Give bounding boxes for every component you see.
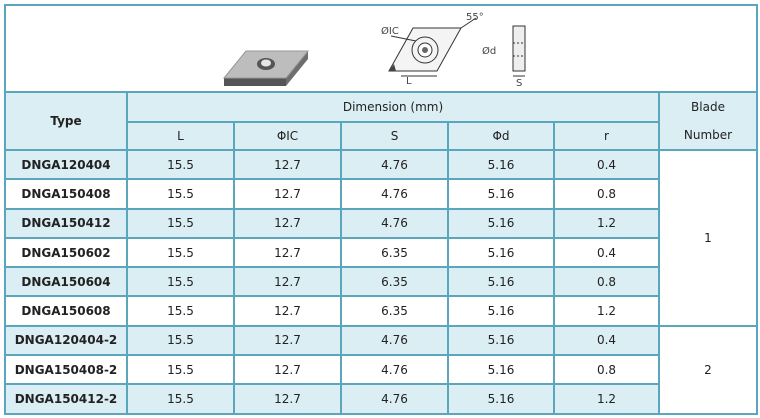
blade-cell: 2 <box>658 324 758 415</box>
value-cell: 4.76 <box>340 178 449 210</box>
value-cell: 15.5 <box>126 207 235 239</box>
value-cell: 4.76 <box>340 148 449 181</box>
value-cell: 12.7 <box>233 383 342 415</box>
type-cell: DNGA150608 <box>4 295 128 327</box>
value-cell: 5.16 <box>447 383 555 415</box>
product-image-area: ØIC 55° Ød L S <box>4 4 758 91</box>
value-cell: 5.16 <box>447 354 555 386</box>
column-header: L <box>126 121 235 151</box>
table-row: DNGA120404 15.5 12.7 4.76 5.16 0.4 1 <box>4 148 758 327</box>
value-cell: 12.7 <box>233 148 342 181</box>
value-cell: 15.5 <box>126 383 235 415</box>
value-cell: 0.4 <box>553 324 660 357</box>
value-cell: 4.76 <box>340 354 449 386</box>
value-cell: 1.2 <box>553 295 660 327</box>
type-cell: DNGA150408 <box>4 178 128 210</box>
table-row: DNGA150408 15.5 12.7 4.76 5.16 0.8 <box>4 178 757 210</box>
header-dimension: Dimension (mm) <box>126 91 660 123</box>
value-cell: 0.8 <box>553 178 660 210</box>
column-header: ΦIC <box>233 121 342 151</box>
value-cell: 15.5 <box>126 178 235 210</box>
value-cell: 1.2 <box>553 383 660 415</box>
value-cell: 12.7 <box>233 354 342 386</box>
diagram-label: L <box>406 76 412 87</box>
value-cell: 5.16 <box>447 178 555 210</box>
type-cell: DNGA150412 <box>4 207 128 239</box>
table-row: DNGA150412-2 15.5 12.7 4.76 5.16 1.2 <box>4 383 757 415</box>
table-row: DNGA150408-2 15.5 12.7 4.76 5.16 0.8 <box>4 354 757 386</box>
type-cell: DNGA150602 <box>4 236 128 269</box>
type-cell: DNGA150412-2 <box>4 383 128 415</box>
value-cell: 12.7 <box>233 207 342 239</box>
value-cell: 4.76 <box>340 383 449 415</box>
value-cell: 12.7 <box>233 295 342 327</box>
value-cell: 6.35 <box>340 295 449 327</box>
value-cell: 15.5 <box>126 295 235 327</box>
value-cell: 0.4 <box>553 148 660 181</box>
value-cell: 6.35 <box>340 236 449 269</box>
type-cell: DNGA150604 <box>4 266 128 298</box>
value-cell: 5.16 <box>447 236 555 269</box>
header-blade-text: Blade Number <box>683 100 733 142</box>
value-cell: 12.7 <box>233 178 342 210</box>
value-cell: 0.8 <box>553 354 660 386</box>
value-cell: 6.35 <box>340 266 449 298</box>
column-header: Φd <box>447 121 555 151</box>
table-row: DNGA150604 15.5 12.7 6.35 5.16 0.8 <box>4 266 757 298</box>
blade-cell: 1 <box>658 149 758 327</box>
value-cell: 12.7 <box>233 236 342 269</box>
value-cell: 12.7 <box>233 266 342 298</box>
value-cell: 15.5 <box>126 148 235 181</box>
value-cell: 15.5 <box>126 324 235 357</box>
value-cell: 0.4 <box>553 236 660 269</box>
table-row: DNGA120404-2 15.5 12.7 4.76 5.16 0.4 2 <box>4 324 758 415</box>
value-cell: 0.8 <box>553 266 660 298</box>
value-cell: 15.5 <box>126 266 235 298</box>
product-diagram: ØIC 55° Ød L S <box>222 12 526 89</box>
value-cell: 5.16 <box>447 266 555 298</box>
type-cell: DNGA150408-2 <box>4 354 128 386</box>
column-header: r <box>553 121 660 151</box>
table-row: DNGA150412 15.5 12.7 4.76 5.16 1.2 <box>4 207 757 239</box>
diagram-label: S <box>516 78 522 89</box>
value-cell: 4.76 <box>340 207 449 239</box>
diagram-label: Ød <box>482 45 496 57</box>
type-cell: DNGA120404 <box>4 148 128 181</box>
value-cell: 4.76 <box>340 324 449 357</box>
column-header: S <box>340 121 449 151</box>
table-row: DNGA150602 15.5 12.7 6.35 5.16 0.4 <box>4 236 757 269</box>
value-cell: 15.5 <box>126 354 235 386</box>
diagram-label: 55° <box>466 12 484 23</box>
spec-table: Type Dimension (mm) Blade Number L ΦIC S Φd… <box>4 91 758 415</box>
value-cell: 1.2 <box>553 207 660 239</box>
value-cell: 5.16 <box>447 324 555 357</box>
header-blade: Blade Number <box>658 91 758 151</box>
value-cell: 15.5 <box>126 236 235 269</box>
diagram-label: ØIC <box>381 25 399 37</box>
table-row: DNGA150608 15.5 12.7 6.35 5.16 1.2 <box>4 295 757 327</box>
type-cell: DNGA120404-2 <box>4 324 128 357</box>
header-type: Type <box>4 91 128 151</box>
value-cell: 5.16 <box>447 207 555 239</box>
value-cell: 5.16 <box>447 148 555 181</box>
value-cell: 12.7 <box>233 324 342 357</box>
value-cell: 5.16 <box>447 295 555 327</box>
